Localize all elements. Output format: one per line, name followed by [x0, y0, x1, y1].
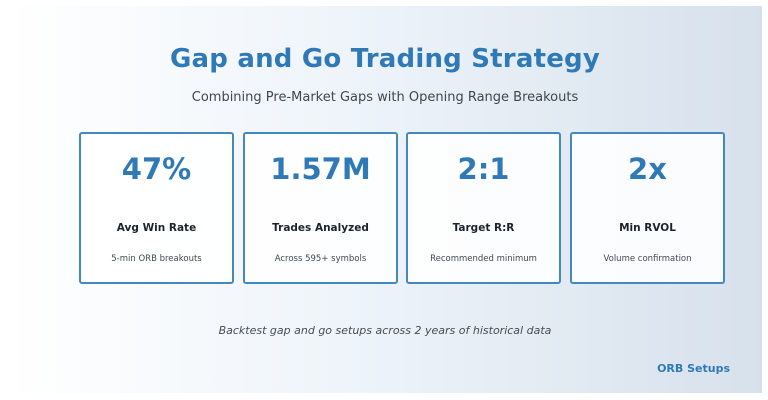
- banner: Gap and Go Trading Strategy Combining Pr…: [8, 6, 762, 393]
- stat-description: Across 595+ symbols: [274, 254, 367, 264]
- stat-description: 5-min ORB breakouts: [111, 254, 202, 264]
- stat-label: Min RVOL: [619, 222, 676, 234]
- stat-label: Avg Win Rate: [116, 222, 197, 234]
- stat-value: 2x: [628, 152, 667, 186]
- stat-card-risk-reward: 2:1 Target R:R Recommended minimum: [406, 132, 561, 284]
- stat-value: 47%: [121, 152, 192, 186]
- stat-card-trades: 1.57M Trades Analyzed Across 595+ symbol…: [243, 132, 398, 284]
- stat-cards: 47% Avg Win Rate 5-min ORB breakouts 1.5…: [79, 132, 729, 286]
- stat-description: Recommended minimum: [430, 254, 537, 264]
- brand-label: ORB Setups: [657, 362, 730, 375]
- stat-description: Volume confirmation: [603, 254, 692, 264]
- stat-card-win-rate: 47% Avg Win Rate 5-min ORB breakouts: [79, 132, 234, 284]
- stat-label: Target R:R: [452, 222, 515, 234]
- page-subtitle: Combining Pre-Market Gaps with Opening R…: [191, 90, 579, 105]
- page-title: Gap and Go Trading Strategy: [169, 44, 600, 74]
- stat-label: Trades Analyzed: [272, 222, 369, 234]
- stat-card-rvol: 2x Min RVOL Volume confirmation: [570, 132, 725, 284]
- stat-value: 2:1: [457, 152, 510, 186]
- footnote: Backtest gap and go setups across 2 year…: [218, 324, 552, 337]
- stat-value: 1.57M: [270, 152, 371, 186]
